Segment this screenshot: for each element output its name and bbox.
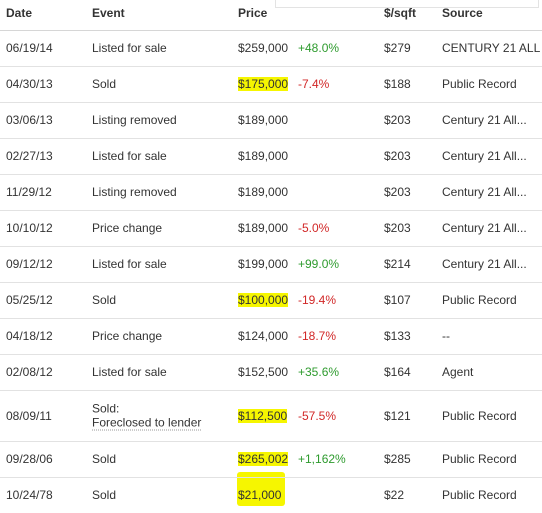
row-sqft: $188 <box>384 77 411 91</box>
row-price: $112,500 <box>238 408 288 423</box>
row-event: Listing removed <box>92 185 177 199</box>
table-row: 02/27/13 Listed for sale $189,000 $203 Centu… <box>0 138 542 175</box>
row-event: Sold <box>92 452 117 466</box>
row-date: 09/28/06 <box>6 452 53 466</box>
row-source: Public Record <box>442 452 517 466</box>
row-price: $124,000 <box>238 329 289 343</box>
header-event: Event <box>92 6 125 20</box>
row-sqft: $203 <box>384 185 411 199</box>
row-event: Price change <box>92 329 163 343</box>
row-sqft: $133 <box>384 329 411 343</box>
row-date: 04/30/13 <box>6 77 53 91</box>
row-source: Century 21 All... <box>442 185 527 199</box>
row-source: Century 21 All... <box>442 113 527 127</box>
row-sqft: $203 <box>384 221 411 235</box>
table-row: 06/19/14 Listed for sale $259,000 +48.0% $27… <box>0 30 542 67</box>
row-source: Century 21 All... <box>442 221 527 235</box>
row-date: 10/24/78 <box>6 488 53 502</box>
row-event: Price change <box>92 221 163 235</box>
row-price: $21,000 <box>238 488 282 502</box>
table-row: 09/28/06 Sold $265,002 +1,162% $285 Public Re… <box>0 441 542 478</box>
row-date: 06/19/14 <box>6 41 53 55</box>
row-price: $189,000 <box>238 185 289 199</box>
row-price: $189,000 <box>238 149 289 163</box>
row-source: Public Record <box>442 293 517 307</box>
table-row: 09/12/12 Listed for sale $199,000 +99.0% $21… <box>0 246 542 283</box>
header-price: Price <box>238 6 268 20</box>
row-sqft: $285 <box>384 452 411 466</box>
row-price: $189,000 <box>238 113 289 127</box>
row-date: 02/08/12 <box>6 365 53 379</box>
row-event: Listed for sale <box>92 257 167 271</box>
row-event: Sold <box>92 488 117 502</box>
row-change: +35.6% <box>298 365 340 379</box>
row-change: -19.4% <box>298 293 337 307</box>
header-sqft: $/sqft <box>384 6 417 20</box>
table-row: 10/24/78 Sold $21,000 $22 Public Record <box>0 477 542 513</box>
row-source: Public Record <box>442 77 517 91</box>
row-sqft: $214 <box>384 257 411 271</box>
row-change: -7.4% <box>298 77 330 91</box>
table-row: 10/10/12 Price change $189,000 -5.0% $203 Cen… <box>0 210 542 247</box>
row-price: $152,500 <box>238 365 289 379</box>
row-source: Public Record <box>442 408 517 423</box>
row-price: $100,000 <box>238 293 289 307</box>
row-event: Listed for sale <box>92 41 167 55</box>
row-change: +99.0% <box>298 257 340 271</box>
row-price: $189,000 <box>238 221 289 235</box>
table-header: Date Event Price $/sqft Source <box>0 0 542 31</box>
row-change: -5.0% <box>298 221 330 235</box>
header-date: Date <box>6 6 33 20</box>
row-price: $259,000 <box>238 41 289 55</box>
row-date: 11/29/12 <box>6 185 52 199</box>
row-change: +1,162% <box>298 452 346 466</box>
row-event-line1: Sold: <box>92 401 120 415</box>
row-change: +48.0% <box>298 41 340 55</box>
row-event: Listing removed <box>92 113 177 127</box>
header-source: Source <box>442 6 483 20</box>
row-date: 09/12/12 <box>6 257 53 271</box>
row-change: -57.5% <box>298 408 337 423</box>
row-date: 03/06/13 <box>6 113 53 127</box>
row-event: Sold: Foreclosed to lender <box>92 401 202 430</box>
row-sqft: $203 <box>384 113 411 127</box>
table-row: 05/25/12 Sold $100,000 -19.4% $107 Public Rec… <box>0 282 542 319</box>
row-date: 05/25/12 <box>6 293 53 307</box>
table-row: 04/30/13 Sold $175,000 -7.4% $188 Public Reco… <box>0 66 542 103</box>
row-source: Public Record <box>442 488 517 502</box>
row-price: $265,002 <box>238 452 289 466</box>
row-sqft: $279 <box>384 41 411 55</box>
row-event: Sold <box>92 77 117 91</box>
row-event: Sold <box>92 293 117 307</box>
row-sqft: $107 <box>384 293 411 307</box>
table-row: 11/29/12 Listing removed $189,000 $203 Centu… <box>0 174 542 211</box>
row-event: Listed for sale <box>92 149 167 163</box>
row-sqft: $203 <box>384 149 411 163</box>
table-row: 03/06/13 Listing removed $189,000 $203 Centu… <box>0 102 542 139</box>
row-source: -- <box>442 329 450 343</box>
row-date: 04/18/12 <box>6 329 53 343</box>
row-date: 08/09/11 <box>6 408 52 423</box>
row-date: 02/27/13 <box>6 149 53 163</box>
row-event-detail: Foreclosed to lender <box>92 415 202 430</box>
row-change: -18.7% <box>298 329 337 343</box>
row-event: Listed for sale <box>92 365 167 379</box>
row-source: Century 21 All... <box>442 149 527 163</box>
table-row: 08/09/11 Sold: Foreclosed to lender $112,50… <box>0 390 542 442</box>
overlay-box-edge <box>275 0 539 8</box>
row-sqft: $121 <box>384 408 411 423</box>
row-price: $199,000 <box>238 257 289 271</box>
row-date: 10/10/12 <box>6 221 53 235</box>
row-price: $175,000 <box>238 77 289 91</box>
row-sqft: $22 <box>384 488 405 502</box>
row-sqft: $164 <box>384 365 411 379</box>
row-source: Agent <box>442 365 474 379</box>
table-row: 04/18/12 Price change $124,000 -18.7% $133 -- <box>0 318 542 355</box>
table-row: 02/08/12 Listed for sale $152,500 +35.6% $16… <box>0 354 542 391</box>
row-source: CENTURY 21 ALL <box>442 41 541 55</box>
row-source: Century 21 All... <box>442 257 527 271</box>
